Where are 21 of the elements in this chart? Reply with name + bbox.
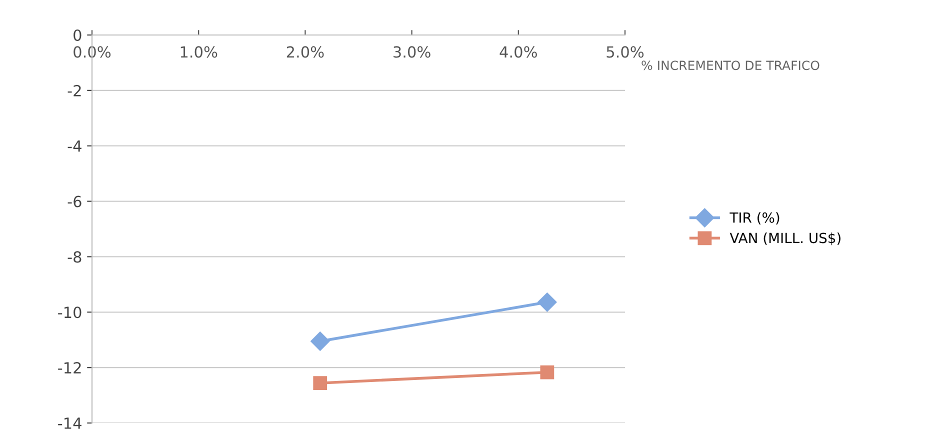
y-tick-label: 0 <box>74 29 82 42</box>
legend-label: VAN (MILL. US$) <box>730 232 840 246</box>
x-tick-label: 3.0% <box>394 46 430 58</box>
x-tick-label: 4.0% <box>500 46 537 58</box>
y-tick-label: -4 <box>68 140 82 152</box>
point <box>310 332 330 351</box>
point <box>538 292 557 312</box>
x-tick-label: 1.0% <box>180 46 218 58</box>
point <box>540 365 554 380</box>
y-tick-label: -2 <box>68 84 81 96</box>
y-tick-label: -10 <box>58 306 82 318</box>
y-tick-label: -14 <box>58 418 82 429</box>
x-axis-title: % INCREMENTO DE TRAFICO <box>642 60 820 70</box>
y-tick-label: -6 <box>68 196 82 208</box>
x-tick-label: 2.0% <box>286 46 324 58</box>
x-tick-label: 0.0% <box>74 46 111 58</box>
y-tick-label: -8 <box>68 251 82 263</box>
legend-label: TIR (%) <box>730 212 780 224</box>
point <box>313 376 328 390</box>
x-tick-label: 5.0% <box>606 46 644 58</box>
y-tick-label: -12 <box>58 362 81 374</box>
